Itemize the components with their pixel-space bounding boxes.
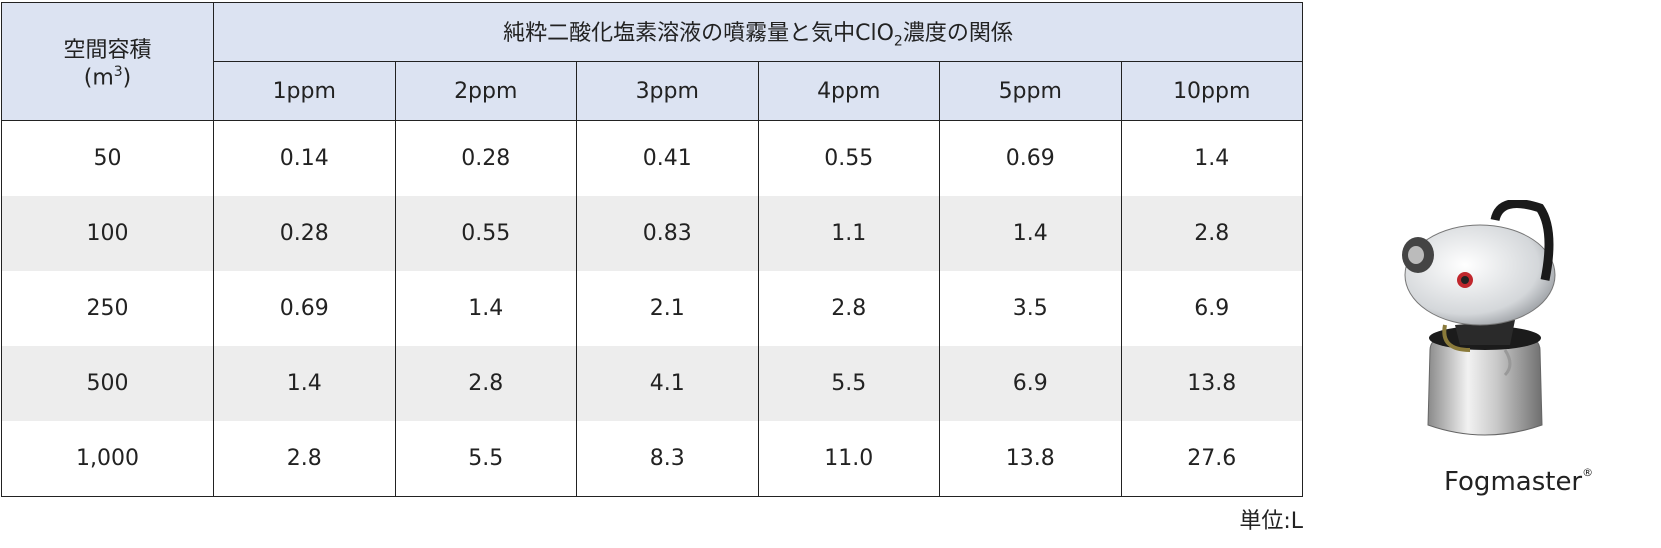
value-cell: 5.5 — [757, 346, 940, 421]
fogger-image — [1402, 200, 1556, 436]
value-cell: 1.4 — [939, 196, 1122, 271]
unit-part: ) — [122, 65, 132, 91]
title-part: 純粋二酸化塩素溶液の噴霧量と気中ClO — [503, 20, 894, 46]
unit-sup: 3 — [113, 64, 123, 81]
table-row: 500 1.4 2.8 4.1 5.5 6.9 13.8 — [1, 346, 1303, 421]
unit-note: 単位:L — [1239, 509, 1303, 534]
value-cell: 2.8 — [213, 421, 396, 497]
value-cell: 0.28 — [213, 196, 396, 271]
value-cell: 6.9 — [939, 346, 1122, 421]
value-cell: 27.6 — [1120, 421, 1303, 497]
volume-cell: 50 — [1, 120, 214, 196]
table-row: 250 0.69 1.4 2.1 2.8 3.5 6.9 — [1, 271, 1303, 346]
value-cell: 13.8 — [1120, 346, 1303, 421]
value-cell: 8.3 — [576, 421, 759, 497]
value-cell: 1.1 — [757, 196, 940, 271]
table-row: 100 0.28 0.55 0.83 1.1 1.4 2.8 — [1, 196, 1303, 271]
column-header: 4ppm — [757, 61, 940, 121]
column-header: 5ppm — [939, 61, 1122, 121]
volume-unit: (m3) — [2, 64, 213, 90]
value-cell: 1.4 — [213, 346, 396, 421]
value-cell: 0.55 — [394, 196, 577, 271]
product-name: Fogmaster — [1444, 467, 1583, 497]
title-part: 濃度の関係 — [902, 20, 1013, 46]
product-mark: ® — [1582, 466, 1594, 479]
column-header-row: 1ppm 2ppm 3ppm 4ppm 5ppm 10ppm — [2, 61, 1303, 121]
value-cell: 0.83 — [576, 196, 759, 271]
value-cell: 0.69 — [213, 271, 396, 346]
value-cell: 2.8 — [757, 271, 940, 346]
column-header: 2ppm — [394, 61, 577, 121]
value-cell: 3.5 — [939, 271, 1122, 346]
volume-cell: 500 — [1, 346, 214, 421]
value-cell: 2.8 — [394, 346, 577, 421]
table-row: 1,000 2.8 5.5 8.3 11.0 13.8 27.6 — [1, 421, 1303, 497]
table-row: 50 0.14 0.28 0.41 0.55 0.69 1.4 — [1, 120, 1303, 196]
volume-cell: 250 — [1, 271, 214, 346]
volume-label: 空間容積 — [63, 38, 152, 64]
value-cell: 13.8 — [939, 421, 1122, 497]
value-cell: 6.9 — [1120, 271, 1303, 346]
value-cell: 1.4 — [394, 271, 577, 346]
value-cell: 2.8 — [1120, 196, 1303, 271]
value-cell: 0.69 — [939, 120, 1122, 196]
value-cell: 11.0 — [757, 421, 940, 497]
column-header: 1ppm — [213, 61, 396, 121]
value-cell: 0.55 — [757, 120, 940, 196]
value-cell: 0.28 — [394, 120, 577, 196]
value-cell: 1.4 — [1120, 120, 1303, 196]
value-cell: 0.41 — [576, 120, 759, 196]
data-table: 空間容積 (m3) 純粋二酸化塩素溶液の噴霧量と気中ClO2濃度の関係 1ppm… — [1, 2, 1303, 497]
table-title: 純粋二酸化塩素溶液の噴霧量と気中ClO2濃度の関係 — [213, 2, 1303, 62]
value-cell: 2.1 — [576, 271, 759, 346]
value-cell: 5.5 — [394, 421, 577, 497]
unit-part: (m — [83, 65, 114, 91]
column-header: 10ppm — [1120, 61, 1303, 121]
volume-cell: 100 — [1, 196, 214, 271]
value-cell: 4.1 — [576, 346, 759, 421]
product-label: Fogmaster® — [1444, 466, 1593, 497]
header-row: 空間容積 (m3) 純粋二酸化塩素溶液の噴霧量と気中ClO2濃度の関係 — [1, 2, 1303, 121]
volume-header: 空間容積 (m3) — [1, 2, 214, 121]
table-body: 50 0.14 0.28 0.41 0.55 0.69 1.4 100 0.28 0.55 0.83… — [1, 120, 1303, 497]
column-header: 3ppm — [576, 61, 759, 121]
volume-cell: 1,000 — [1, 421, 214, 497]
title-sub: 2 — [893, 33, 903, 50]
value-cell: 0.14 — [213, 120, 396, 196]
